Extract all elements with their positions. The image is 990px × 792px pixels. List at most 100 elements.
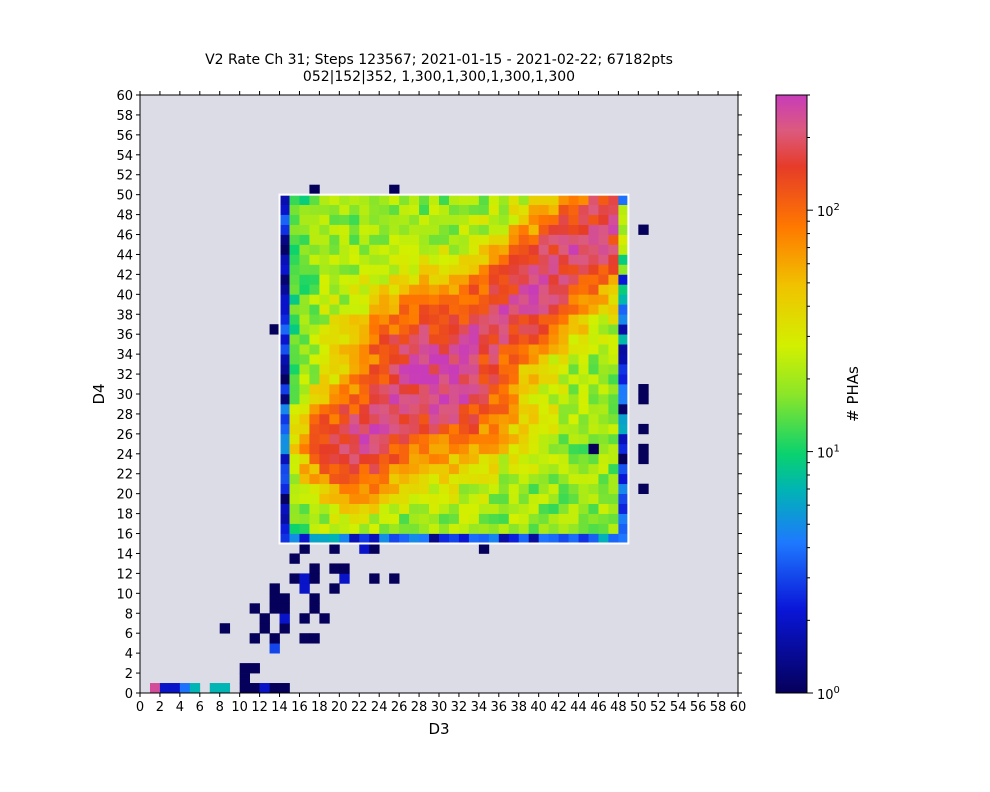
heatmap-cell: [618, 354, 629, 365]
heatmap-cell: [568, 304, 579, 315]
heatmap-cell: [518, 463, 530, 475]
heatmap-cell: [548, 334, 559, 345]
heatmap-cell: [279, 593, 290, 604]
heatmap-cell: [289, 473, 300, 485]
heatmap-cell: [399, 503, 410, 514]
heatmap-cell: [379, 384, 390, 395]
heatmap-cell: [478, 204, 490, 215]
heatmap-cell: [548, 274, 559, 285]
heatmap-cell: [618, 413, 629, 425]
heatmap-cell: [299, 583, 310, 594]
heatmap-cell: [568, 354, 579, 365]
heatmap-cell: [399, 493, 410, 504]
heatmap-cell: [309, 304, 320, 315]
x-tick-label: 40: [530, 700, 547, 715]
heatmap-cell: [588, 334, 599, 345]
heatmap-cell: [488, 294, 500, 305]
heatmap-cell: [299, 433, 310, 445]
heatmap-cell: [608, 354, 619, 365]
heatmap-cell: [289, 413, 300, 425]
heatmap-cell: [289, 344, 300, 355]
y-tick-label: 24: [116, 448, 133, 463]
heatmap-cell: [379, 433, 390, 445]
heatmap-cell: [379, 234, 390, 245]
heatmap-cell: [389, 344, 400, 355]
heatmap-cell: [488, 224, 500, 235]
heatmap-cell: [299, 374, 310, 385]
heatmap-cell: [299, 493, 310, 504]
heatmap-cell: [588, 194, 599, 205]
heatmap-cell: [578, 533, 589, 544]
heatmap-cell: [548, 214, 559, 225]
heatmap-cell: [528, 304, 540, 315]
heatmap-cell: [289, 364, 300, 375]
heatmap-cell: [468, 204, 480, 215]
heatmap-cell: [319, 374, 330, 385]
heatmap-cell: [329, 324, 340, 335]
heatmap-cell: [269, 593, 280, 604]
y-tick-label: 56: [116, 129, 133, 144]
heatmap-cell: [329, 204, 340, 215]
heatmap-cell: [488, 234, 500, 245]
heatmap-cell: [568, 344, 579, 355]
heatmap-cell: [429, 324, 440, 335]
heatmap-cell: [498, 344, 510, 355]
x-tick-label: 12: [251, 700, 268, 715]
heatmap-cell: [618, 364, 629, 375]
heatmap-cell: [409, 453, 420, 465]
heatmap-cell: [439, 274, 450, 285]
heatmap-cell: [538, 533, 549, 544]
heatmap-cell: [439, 304, 450, 315]
heatmap-cell: [488, 274, 500, 285]
heatmap-cell: [329, 403, 340, 415]
heatmap-cell: [289, 483, 300, 495]
heatmap-cell: [538, 443, 549, 455]
heatmap-cell: [369, 453, 380, 465]
heatmap-cell: [468, 473, 480, 485]
heatmap-cell: [608, 334, 619, 345]
heatmap-cell: [458, 423, 470, 435]
heatmap-cell: [419, 503, 430, 514]
heatmap-cell: [309, 224, 320, 235]
heatmap-cell: [548, 194, 559, 205]
heatmap-cell: [568, 224, 579, 235]
heatmap-cell: [608, 324, 619, 335]
heatmap-cell: [329, 264, 340, 275]
heatmap-cell: [498, 463, 510, 475]
heatmap-cell: [349, 463, 360, 475]
heatmap-cell: [588, 244, 599, 255]
heatmap-cell: [339, 533, 350, 544]
heatmap-cell: [508, 503, 520, 514]
heatmap-cell: [359, 254, 370, 265]
heatmap-cell: [329, 244, 340, 255]
heatmap-cell: [528, 214, 540, 225]
heatmap-cell: [249, 633, 260, 644]
heatmap-cell: [448, 304, 460, 315]
heatmap-cell: [458, 433, 470, 445]
heatmap-cell: [369, 254, 380, 265]
heatmap-cell: [618, 533, 629, 544]
heatmap-cell: [429, 483, 440, 495]
heatmap-cell: [588, 354, 599, 365]
heatmap-cell: [588, 463, 599, 475]
heatmap-cell: [339, 214, 350, 225]
heatmap-cell: [159, 683, 171, 694]
heatmap-cell: [419, 513, 430, 524]
heatmap-cell: [419, 314, 430, 325]
heatmap-cell: [349, 513, 360, 524]
heatmap-cell: [478, 224, 490, 235]
heatmap-cell: [359, 493, 370, 504]
heatmap-cell: [488, 483, 500, 495]
heatmap-cell: [299, 394, 310, 405]
heatmap-cell: [468, 374, 480, 385]
heatmap-cell: [319, 513, 330, 524]
heatmap-cell: [558, 503, 569, 514]
heatmap-cell: [448, 344, 460, 355]
heatmap-cell: [558, 264, 569, 275]
heatmap-cell: [299, 543, 310, 554]
heatmap-cell: [339, 453, 350, 465]
heatmap-cell: [528, 513, 540, 524]
heatmap-cell: [339, 244, 350, 255]
heatmap-cell: [518, 314, 530, 325]
heatmap-cell: [618, 453, 629, 465]
